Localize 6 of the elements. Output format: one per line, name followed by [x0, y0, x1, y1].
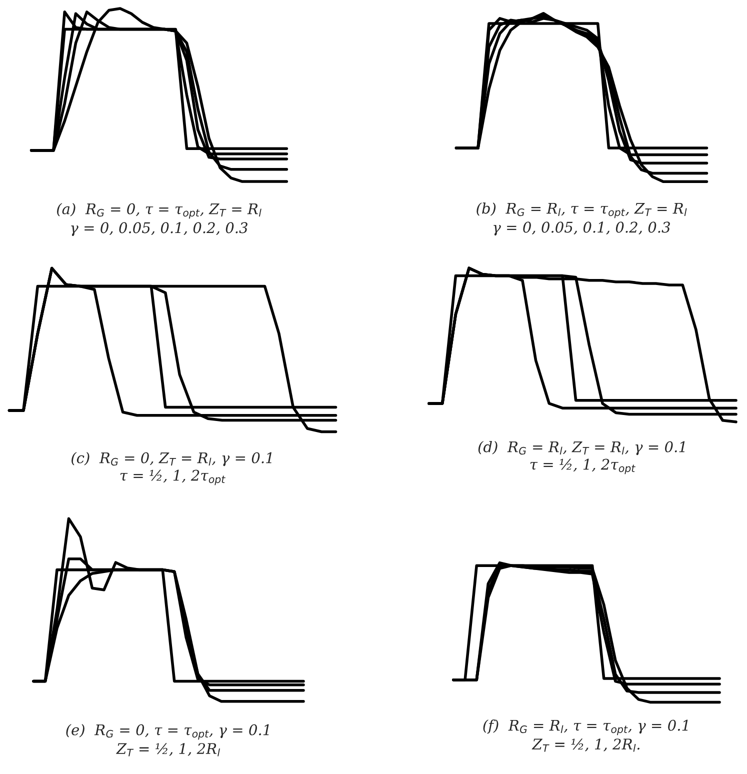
chart-title: (a) R$_{G}$ = 0, τ = τ$_{opt}$, Z$_{T}$ = R$_{l}$ γ = 0, 0.05, 0.1, 0.2, 0.3: [57, 203, 262, 236]
chart-title: (c) R$_{G}$ = 0, Z$_{T}$ = R$_{l}$, γ = 0.1 τ = ½, 1, 2τ$_{opt}$: [72, 452, 272, 486]
chart-title: (e) R$_{G}$ = 0, τ = τ$_{opt}$, γ = 0.1 Z$_{T}$ = ½, 1, 2R$_{l}$: [66, 724, 269, 756]
chart-title: (d) R$_{G}$ = R$_{l}$, Z$_{T}$ = R$_{l}$, γ = 0.1 τ = ½, 1, 2τ$_{opt}$: [478, 441, 685, 474]
chart-title: (f) R$_{G}$ = R$_{l}$, τ = τ$_{opt}$, γ = 0.1 Z$_{T}$ = ½, 1, 2R$_{l}$.: [483, 720, 688, 752]
chart-title: (b) R$_{G}$ = R$_{l}$, τ = τ$_{opt}$, Z$_{T}$ = R$_{l}$ γ = 0, 0.05, 0.1, 0.2, 0.3: [476, 202, 687, 236]
